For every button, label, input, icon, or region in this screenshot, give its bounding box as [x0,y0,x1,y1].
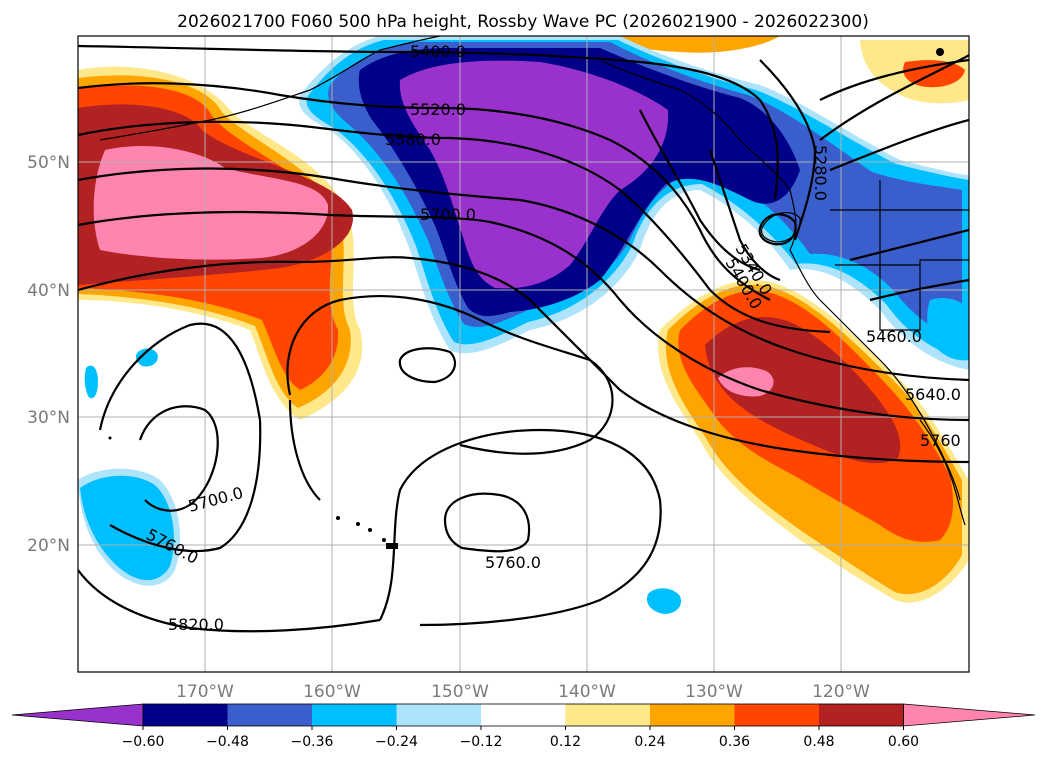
border-states-1 [879,180,969,331]
negative-anomaly-patch-4 [927,298,969,361]
contour-5580 [78,120,831,334]
contour-5280 [759,59,817,241]
coastline-southeast-alaska [599,59,797,251]
contour-trough-5400 [639,109,761,272]
contour-label-5460: 5460.0 [866,327,922,346]
contour-ne-4 [849,228,969,262]
map-panel: 5400.0 5520.0 5580.0 5700.0 5340.0 5400.… [77,35,970,673]
contour-label-5640: 5640.0 [905,385,961,404]
map-frame [77,35,970,673]
contour-inner-5700 [286,295,614,455]
lat-axis: 50°N 40°N 30°N 20°N [27,153,70,556]
island-2 [386,543,398,549]
colorbar-tick-label: −0.36 [291,734,334,750]
lat-tick-40n: 40°N [27,281,70,301]
negative-anomaly-patch-3 [646,588,682,614]
colorbar: −0.60 −0.48 −0.36 −0.24 −0.12 0.12 0.24 0.36 0.4… [11,703,1036,750]
contour-sw-5820 [78,569,381,633]
island-3 [336,516,340,520]
lat-tick-20n: 20°N [27,536,70,556]
negative-anomaly-gulf-060 [399,60,669,289]
colorbar-tick-label: −0.24 [375,734,418,750]
lat-tick-50n: 50°N [27,153,70,173]
contour-label-5580: 5580.0 [385,130,441,149]
contour-sw-5700 [138,405,219,512]
colorbar-tick-label: 0.24 [634,734,665,750]
colorbar-swatch [481,704,566,726]
island-6 [108,436,112,440]
colorbar-swatches [11,703,1036,727]
colorbar-tick-label: −0.12 [460,734,503,750]
figure-title: 2026021700 F060 500 hPa height, Rossby W… [177,12,869,32]
contour-sw-5760 [98,322,262,553]
negative-anomaly-sw-024 [80,475,174,581]
colorbar-swatch [143,704,228,726]
contour-closed-low-1 [398,347,457,384]
contour-label-5280: 5280.0 [811,145,830,201]
colorbar-frame [142,703,904,727]
lon-tick-150w: 150°W [431,682,489,702]
colorbar-tick-label: −0.48 [206,734,249,750]
colorbar-swatch [312,704,397,726]
contour-label-5700-north: 5700.0 [420,205,476,224]
coastline-pacific-northwest [789,249,961,501]
colorbar-tick-labels: −0.60 −0.48 −0.36 −0.24 −0.12 0.12 0.24 0.36 0.4… [122,726,919,750]
contour-5640-west [78,167,969,382]
contour-5700 [78,210,969,422]
colorbar-swatch [227,704,313,726]
colorbar-swatch [734,704,820,726]
islands [108,48,944,549]
lon-axis: 170°W 160°W 150°W 140°W 130°W 120°W [176,682,870,702]
contour-closed-low-3 [443,492,531,553]
contour-label-5400-top: 5400.0 [410,42,466,61]
contour-label-5520: 5520.0 [410,100,466,119]
contour-ne-3 [829,118,969,172]
negative-anomaly-patch-1 [84,365,98,399]
contour-label-5760-south: 5760.0 [485,553,541,572]
island-4 [356,522,360,526]
coastlines [99,36,969,526]
colorbar-tick-label: 0.12 [550,734,581,750]
contour-ne-1 [819,54,969,141]
colorbar-tick-label: 0.48 [803,734,834,750]
coastline-alaska [99,36,441,141]
lon-tick-130w: 130°W [685,682,743,702]
colorbar-swatch [819,704,904,726]
colorbar-tick-label: −0.60 [122,734,165,750]
contour-5760-main [78,256,969,464]
lon-tick-170w: 170°W [176,682,234,702]
contour-label-5760-east: 5760 [920,431,961,450]
colorbar-extend-min [11,703,144,727]
positive-anomaly-nw-060 [93,146,329,260]
island-7 [936,48,944,56]
contour-south-5760 [379,428,662,627]
colorbar-tick-label: 0.60 [888,734,919,750]
lon-tick-160w: 160°W [303,682,361,702]
contour-mid-5760 [288,399,321,501]
colorbar-swatch [565,704,651,726]
colorbar-tick-label: 0.36 [719,734,750,750]
contour-label-5820: 5820.0 [168,615,224,634]
contour-trough-5340 [708,149,781,282]
contour-5520 [78,82,771,301]
lon-tick-120w: 120°W [812,682,870,702]
lon-tick-140w: 140°W [558,682,616,702]
colorbar-extend-max [903,703,1036,727]
anomaly-fill-layer [78,36,969,614]
colorbar-swatch [650,704,735,726]
contour-ne-2 [819,58,969,101]
island-5 [368,528,372,532]
contour-ne-5 [869,278,969,302]
island-1 [382,538,386,542]
colorbar-swatch [396,704,482,726]
height-contours [78,44,969,633]
contour-closed-low-2 [758,213,797,246]
coastline-baja [919,419,966,526]
negative-anomaly-patch-2 [135,348,158,367]
contour-5400-north [78,44,779,201]
lat-tick-30n: 30°N [27,408,70,428]
positive-anomaly-se-048 [705,316,901,464]
